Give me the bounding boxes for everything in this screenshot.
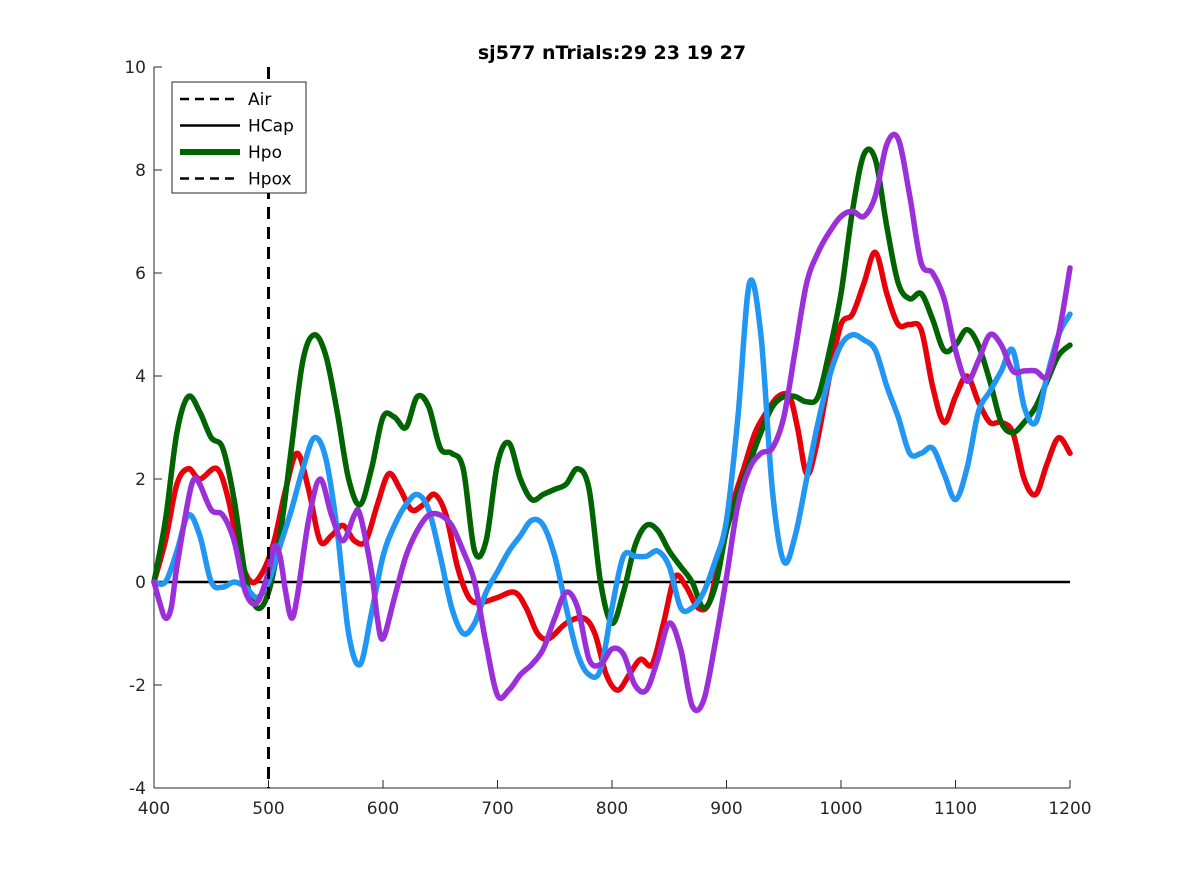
x-tick-label: 1200 xyxy=(1048,799,1091,819)
chart-title: sj577 nTrials:29 23 19 27 xyxy=(478,42,746,64)
y-tick-label: 2 xyxy=(135,470,146,490)
y-tick-label: 6 xyxy=(135,264,146,284)
y-ticks: -4 -2 0 2 4 6 8 10 xyxy=(124,58,162,799)
y-tick-label: 4 xyxy=(135,367,146,387)
x-tick-label: 500 xyxy=(252,799,284,819)
x-tick-label: 600 xyxy=(367,799,399,819)
y-tick-label: 0 xyxy=(135,573,146,593)
series-line-4 xyxy=(151,131,1073,714)
legend-box xyxy=(171,81,307,194)
series-line-3 xyxy=(151,277,1073,681)
legend-label-hpox: Hpox xyxy=(248,170,292,190)
legend-label-hpo: Hpo xyxy=(248,143,282,163)
x-tick-label: 800 xyxy=(596,799,628,819)
legend-entries: Air HCap Hpo Hpox xyxy=(180,90,294,190)
series-lines xyxy=(151,67,1073,788)
plot-area xyxy=(154,67,1070,788)
legend-label-air: Air xyxy=(248,90,271,110)
y-tick-label: 10 xyxy=(124,58,146,78)
legend: Air HCap Hpo Hpox xyxy=(171,81,307,194)
y-tick-label: -2 xyxy=(129,676,146,696)
x-tick-label: 700 xyxy=(481,799,513,819)
series-line-2 xyxy=(151,146,1073,626)
x-tick-label: 1000 xyxy=(819,799,862,819)
y-tick-label: -4 xyxy=(129,779,146,799)
x-tick-label: 400 xyxy=(138,799,170,819)
x-tick-label: 900 xyxy=(710,799,742,819)
x-tick-label: 1100 xyxy=(934,799,977,819)
y-tick-label: 8 xyxy=(135,161,146,181)
legend-label-hcap: HCap xyxy=(248,117,294,137)
x-ticks: 400 500 600 700 800 900 1000 1100 1200 xyxy=(138,780,1092,819)
